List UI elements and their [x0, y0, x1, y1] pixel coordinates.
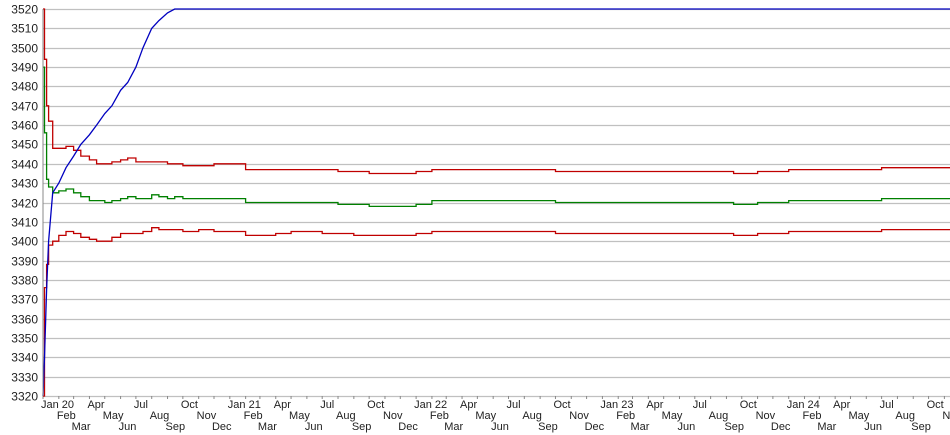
- x-tick-label: Jun: [864, 421, 882, 433]
- x-tick-label: Oct: [367, 399, 384, 411]
- series-line-4: [42, 8, 950, 397]
- y-tick-label: 3510: [11, 22, 38, 36]
- x-tick-label: Sep: [911, 421, 931, 433]
- y-tick-label: 3350: [11, 332, 38, 346]
- x-tick-label: Aug: [709, 410, 729, 422]
- x-tick-label: Apr: [87, 399, 104, 411]
- x-tick-label: Nov: [383, 410, 403, 422]
- x-tick-label: Nov: [756, 410, 776, 422]
- x-tick-label: Jul: [134, 399, 148, 411]
- x-tick-label: May: [103, 410, 124, 422]
- y-axis: 3320 3330 3340 3350 3360 3370 3380 3390 3400 3410…: [11, 3, 38, 404]
- grid-lines: [43, 8, 950, 398]
- series-line-3: [43, 227, 950, 397]
- x-tick-label: Jan 22: [414, 399, 447, 411]
- x-tick-label: May: [289, 410, 310, 422]
- x-tick-label: Sep: [166, 421, 186, 433]
- y-tick-label: 3450: [11, 138, 38, 152]
- x-tick-label: Mar: [258, 421, 277, 433]
- x-tick-label: Oct: [927, 399, 944, 411]
- x-tick-label: Apr: [460, 399, 477, 411]
- x-axis: Jan 20FebMarAprMayJunJulAugSepOctNovDecJ…: [41, 396, 950, 433]
- x-tick-label: Jul: [880, 399, 894, 411]
- y-tick-label: 3520: [11, 3, 38, 17]
- x-tick-label: Apr: [833, 399, 850, 411]
- x-tick-label: May: [848, 410, 869, 422]
- y-tick-label: 3370: [11, 293, 38, 307]
- x-tick-label: Jan 23: [600, 399, 633, 411]
- x-tick-label: Jan 20: [41, 399, 74, 411]
- x-tick-label: Mar: [72, 421, 91, 433]
- x-tick-label: Feb: [430, 410, 449, 422]
- x-tick-label: Nov: [197, 410, 217, 422]
- x-tick-label: Apr: [646, 399, 663, 411]
- x-tick-label: Jul: [320, 399, 334, 411]
- x-tick-label: Feb: [57, 410, 76, 422]
- y-tick-label: 3490: [11, 61, 38, 75]
- x-tick-label: Aug: [895, 410, 915, 422]
- x-tick-label: Jun: [305, 421, 323, 433]
- y-tick-label: 3380: [11, 274, 38, 288]
- y-tick-label: 3390: [11, 255, 38, 269]
- x-tick-label: Jun: [119, 421, 137, 433]
- x-tick-label: Mar: [444, 421, 463, 433]
- series-line-2: [43, 66, 950, 208]
- x-tick-label: Feb: [803, 410, 822, 422]
- x-tick-label: May: [662, 410, 683, 422]
- x-tick-label: Dec: [212, 421, 232, 433]
- x-tick-label: Mar: [631, 421, 650, 433]
- y-tick-label: 3330: [11, 371, 38, 385]
- y-tick-label: 3400: [11, 235, 38, 249]
- x-tick-label: Dec: [585, 421, 605, 433]
- x-tick-label: Oct: [740, 399, 757, 411]
- y-tick-label: 3480: [11, 80, 38, 94]
- y-tick-label: 3420: [11, 197, 38, 211]
- x-tick-label: Jun: [491, 421, 509, 433]
- x-tick-label: Jan 21: [228, 399, 261, 411]
- x-tick-label: Dec: [771, 421, 791, 433]
- y-tick-label: 3440: [11, 158, 38, 172]
- x-tick-label: Jun: [677, 421, 695, 433]
- y-tick-label: 3470: [11, 100, 38, 114]
- x-tick-label: Aug: [336, 410, 356, 422]
- x-tick-label: Feb: [616, 410, 635, 422]
- x-tick-label: Mar: [817, 421, 836, 433]
- x-tick-label: Jul: [693, 399, 707, 411]
- x-tick-label: Dec: [398, 421, 418, 433]
- x-tick-label: Jan 24: [787, 399, 820, 411]
- x-tick-label: May: [475, 410, 496, 422]
- y-tick-label: 3410: [11, 216, 38, 230]
- x-tick-label: Sep: [352, 421, 372, 433]
- x-tick-label: Oct: [553, 399, 570, 411]
- y-tick-label: 3500: [11, 42, 38, 56]
- x-tick-label: Jul: [506, 399, 520, 411]
- y-tick-label: 3430: [11, 177, 38, 191]
- x-tick-label: Aug: [522, 410, 542, 422]
- x-tick-label: Nov: [942, 410, 950, 422]
- y-tick-label: 3460: [11, 119, 38, 133]
- x-tick-label: Oct: [181, 399, 198, 411]
- x-tick-label: Apr: [274, 399, 291, 411]
- x-tick-label: Feb: [244, 410, 263, 422]
- y-tick-label: 3320: [11, 390, 38, 404]
- x-tick-label: Nov: [569, 410, 589, 422]
- x-tick-label: Sep: [724, 421, 744, 433]
- y-tick-label: 3360: [11, 313, 38, 327]
- series-line-1: [43, 8, 950, 175]
- plot-series: [42, 8, 950, 397]
- x-tick-label: Sep: [538, 421, 558, 433]
- y-tick-label: 3340: [11, 351, 38, 365]
- x-tick-label: Aug: [150, 410, 170, 422]
